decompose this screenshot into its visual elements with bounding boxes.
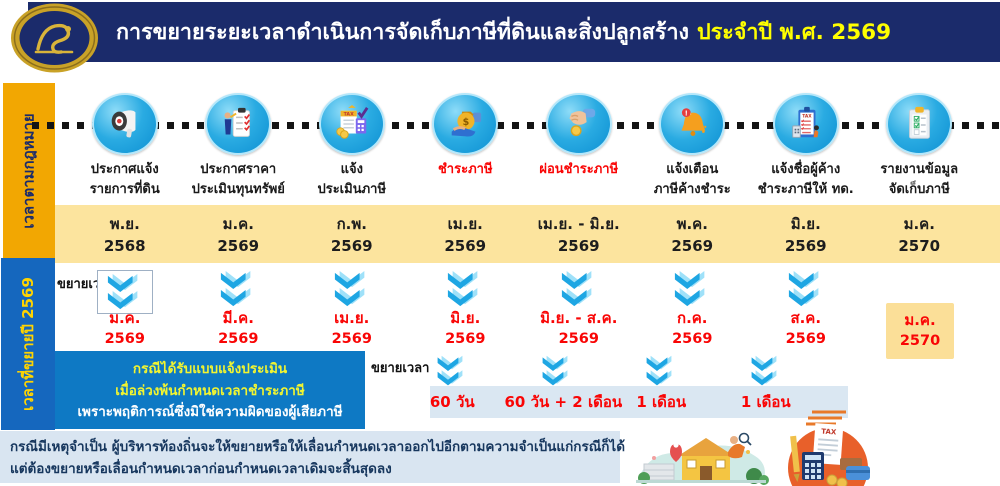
extra-extension-chevrons bbox=[400, 355, 818, 387]
extension-duration: 1 เดือน bbox=[636, 393, 687, 411]
pay-tax-icon: $ bbox=[432, 93, 499, 155]
step-label: แจ้ง ประเมินภาษี bbox=[317, 162, 387, 197]
svg-text:TAX: TAX bbox=[821, 428, 837, 437]
extended-date: มิ.ย. 2569 bbox=[445, 309, 486, 347]
extended-date: เม.ย. 2569 bbox=[331, 309, 372, 347]
bottom-note: กรณีมีเหตุจำเป็น ผู้บริหารท้องถิ่นจะให้ข… bbox=[0, 431, 625, 483]
ministry-seal-logo bbox=[10, 3, 99, 73]
bottom-note-line-2: แต่ต้องขยายหรือเลื่อนกำหนดเวลาก่อนกำหนดเ… bbox=[10, 461, 392, 478]
chevron-down-icon bbox=[443, 270, 487, 308]
step-label: แจ้งชื่อผู้ค้าง ชำระภาษีให้ ทด. bbox=[757, 162, 854, 197]
chevron-down-icon bbox=[216, 270, 260, 308]
timeline-step: ! แจ้งเตือน ภาษีค้างชำระ bbox=[636, 93, 750, 199]
chevron-down-icon bbox=[747, 355, 785, 387]
svg-text:TAX: TAX bbox=[802, 113, 812, 119]
timeline-step: TAX แจ้งชื่อผู้ค้าง ชำระภาษีให้ ทด. bbox=[749, 93, 863, 199]
svg-text:TAX: TAX bbox=[343, 111, 354, 117]
extend-time-label-2: ขยายเวลา bbox=[371, 361, 430, 376]
tax-assessment-icon: TAX bbox=[318, 93, 385, 155]
extended-dates-row: ม.ค. 2569 มี.ค. 2569 เม.ย. 2569 มิ.ย. 25… bbox=[68, 309, 976, 350]
info-line-3: เพราะพฤติการณ์ซึ่งมิใช่ความผิดของผู้เสีย… bbox=[77, 404, 343, 421]
extended-date: มิ.ย. - ส.ค. 2569 bbox=[540, 309, 618, 347]
timeline-step: ประกาศราคา ประเมินทุนทรัพย์ bbox=[182, 93, 296, 199]
house-illustration-icon bbox=[636, 432, 769, 485]
legal-date: เม.ย. 2569 bbox=[444, 215, 487, 255]
step-label: รายงานข้อมูล จัดเก็บภาษี bbox=[880, 162, 959, 197]
chevron-down-icon bbox=[642, 355, 680, 387]
megaphone-icon bbox=[91, 93, 158, 155]
data-report-icon bbox=[886, 93, 953, 155]
chevron-down-icon bbox=[784, 270, 828, 308]
bottom-note-line-1: กรณีมีเหตุจำเป็น ผู้บริหารท้องถิ่นจะให้ข… bbox=[10, 439, 625, 455]
step-label: ผ่อนชำระภาษี bbox=[539, 162, 619, 177]
assessment-notice-info-box: กรณีได้รับแบบแจ้งประเมิน เมื่อล่วงพ้นกำห… bbox=[55, 351, 365, 429]
extended-date: ม.ค. 2569 bbox=[104, 309, 145, 347]
legal-date: พ.ย. 2568 bbox=[103, 215, 146, 255]
extended-date-box: ม.ค. 2570 bbox=[886, 303, 954, 359]
sidebar-legal-label: เวลาตามกฎหมาย bbox=[20, 112, 39, 229]
step-label: ชำระภาษี bbox=[437, 162, 493, 177]
timeline-steps-row: ประกาศแจ้ง รายการที่ดิน ประกาศราคา ประเม… bbox=[68, 93, 976, 199]
timeline-step: $ ชำระภาษี bbox=[409, 93, 523, 199]
extension-duration: 60 วัน bbox=[429, 393, 475, 411]
installment-icon bbox=[545, 93, 612, 155]
ministry-seal-icon bbox=[11, 3, 98, 73]
tax-illustration-icon: TAX bbox=[788, 410, 870, 486]
step-label: ประกาศราคา ประเมินทุนทรัพย์ bbox=[191, 162, 285, 197]
timeline-step: ผ่อนชำระภาษี bbox=[522, 93, 636, 199]
legal-dates-bar bbox=[55, 205, 1000, 263]
timeline-step: TAX แจ้ง ประเมินภาษี bbox=[295, 93, 409, 199]
legal-dates-row: พ.ย. 2568 ม.ค. 2569 ก.พ. 2569 เม.ย. 2569… bbox=[68, 214, 976, 258]
step-label: ประกาศแจ้ง รายการที่ดิน bbox=[89, 162, 160, 197]
extension-chevrons-row bbox=[68, 270, 976, 314]
extra-extension-strip bbox=[430, 386, 848, 418]
sidebar-extended-time: เวลาที่ขยายปี 2569 bbox=[1, 258, 55, 430]
info-line-2: เมื่อล่วงพ้นกำหนดเวลาชำระภาษี bbox=[115, 382, 305, 399]
page-title-main: การขยายระยะเวลาดำเนินการจัดเก็บภาษีที่ดิ… bbox=[116, 20, 690, 45]
extended-date: ก.ค. 2569 bbox=[672, 309, 713, 347]
report-debtors-icon: TAX bbox=[772, 93, 839, 155]
chevron-frame bbox=[96, 270, 153, 314]
legal-date: เม.ย. - มิ.ย. 2569 bbox=[537, 215, 620, 255]
header-bar: การขยายระยะเวลาดำเนินการจัดเก็บภาษีที่ดิ… bbox=[28, 2, 1000, 62]
svg-text:!: ! bbox=[685, 109, 688, 117]
chevron-down-icon bbox=[330, 270, 374, 308]
chevron-down-icon bbox=[433, 355, 471, 387]
timeline-step: รายงานข้อมูล จัดเก็บภาษี bbox=[863, 93, 977, 199]
chevron-down-icon bbox=[103, 273, 147, 311]
extension-duration: 1 เดือน bbox=[740, 393, 791, 411]
extension-duration: 60 วัน + 2 เดือน bbox=[504, 393, 623, 411]
step-label: แจ้งเตือน ภาษีค้างชำระ bbox=[653, 162, 731, 197]
chevron-down-icon bbox=[670, 270, 714, 308]
info-line-1: กรณีได้รับแบบแจ้งประเมิน bbox=[132, 361, 288, 377]
timeline-step: ประกาศแจ้ง รายการที่ดิน bbox=[68, 93, 182, 199]
page-title: การขยายระยะเวลาดำเนินการจัดเก็บภาษีที่ดิ… bbox=[116, 15, 891, 49]
extended-date: มี.ค. 2569 bbox=[218, 309, 259, 347]
house-survey-illustration bbox=[630, 430, 772, 486]
sidebar-extended-label: เวลาที่ขยายปี 2569 bbox=[19, 277, 37, 411]
chevron-down-icon bbox=[538, 355, 576, 387]
timeline-dotted-line bbox=[32, 122, 1000, 129]
legal-date: ม.ค. 2569 bbox=[217, 215, 260, 255]
legal-date: มิ.ย. 2569 bbox=[784, 215, 827, 255]
svg-text:$: $ bbox=[463, 117, 470, 128]
overdue-alert-bell-icon: ! bbox=[659, 93, 726, 155]
page-title-year: ประจำปี พ.ศ. 2569 bbox=[697, 20, 892, 45]
chevron-down-icon bbox=[557, 270, 601, 308]
extra-extension-durations: 60 วัน 60 วัน + 2 เดือน 1 เดือน 1 เดือน bbox=[400, 390, 818, 414]
legal-date: พ.ค. 2569 bbox=[671, 215, 714, 255]
extended-date: ส.ค. 2569 bbox=[785, 309, 826, 347]
legal-date: ก.พ. 2569 bbox=[330, 215, 373, 255]
legal-date: ม.ค. 2570 bbox=[898, 215, 941, 255]
tax-documents-illustration: TAX bbox=[784, 410, 872, 486]
appraisal-checklist-icon bbox=[205, 93, 272, 155]
sidebar-legal-time: เวลาตามกฎหมาย bbox=[3, 83, 55, 258]
